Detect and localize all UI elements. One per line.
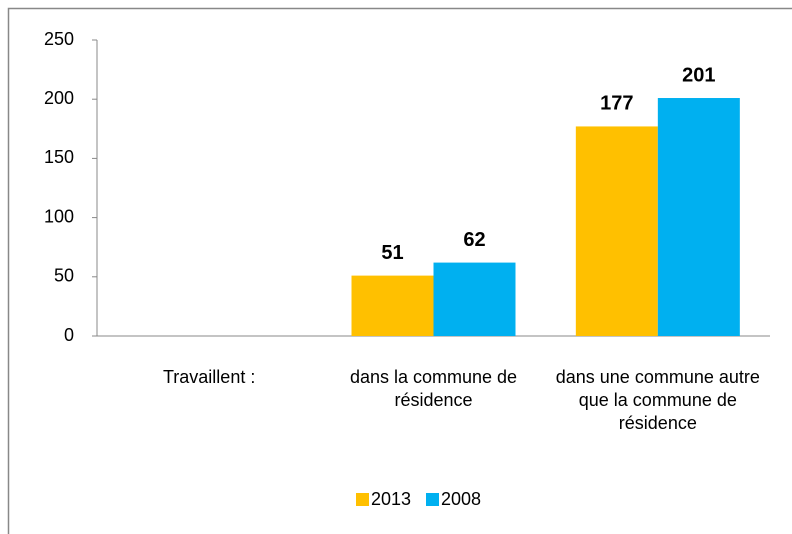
data-label: 51 — [381, 242, 403, 264]
data-label: 62 — [463, 229, 485, 251]
legend-label: 2008 — [441, 489, 481, 509]
bar — [575, 126, 658, 336]
x-tick-label: dans la commune de résidence — [349, 367, 518, 410]
y-tick-label: 50 — [54, 266, 74, 286]
legend-swatch — [426, 493, 439, 506]
y-tick-label: 200 — [44, 88, 74, 108]
x-tick-label: dans une commune autre que la commune de… — [555, 367, 760, 433]
y-tick-label: 100 — [44, 206, 74, 226]
x-tick-label: Travaillent : — [162, 367, 256, 387]
bar — [433, 262, 516, 336]
bar — [351, 275, 434, 336]
chart-frame — [7, 7, 792, 534]
y-tick-label: 250 — [44, 29, 74, 49]
bar — [657, 98, 740, 337]
y-tick-label: 0 — [64, 325, 74, 345]
data-label: 201 — [682, 64, 715, 86]
legend-label: 2013 — [371, 489, 411, 509]
legend-swatch — [356, 493, 369, 506]
y-tick-label: 150 — [44, 147, 74, 167]
data-label: 177 — [600, 93, 633, 115]
